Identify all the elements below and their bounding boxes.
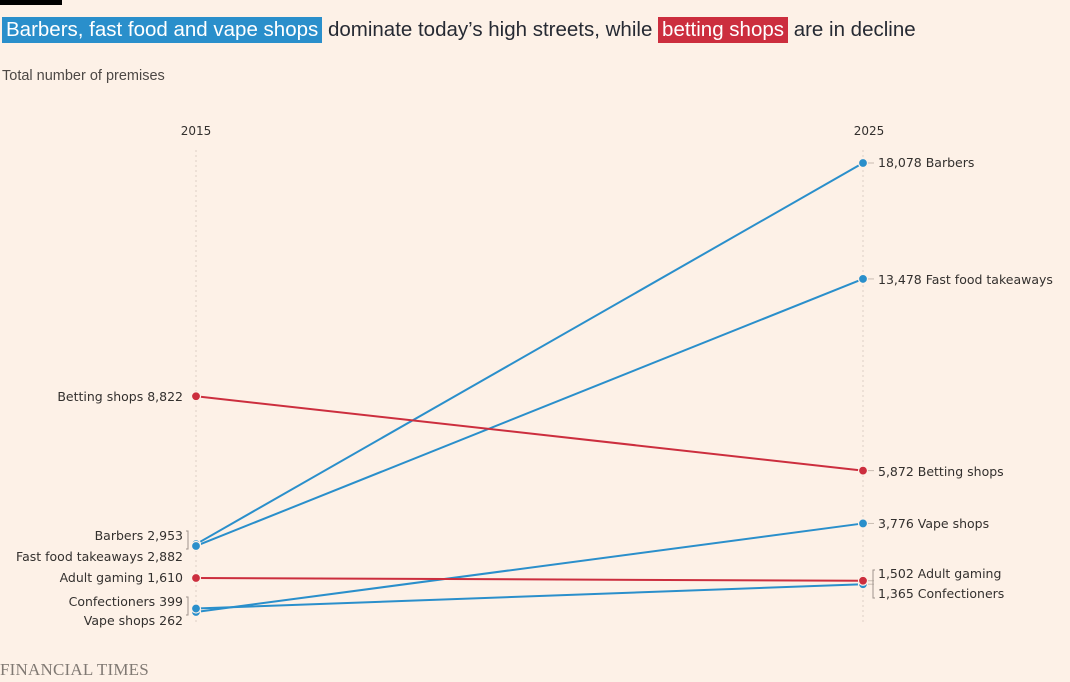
title-end-text: are in decline bbox=[788, 18, 916, 41]
point-2025-fast-food-takeaways bbox=[857, 273, 869, 285]
label-2025-betting-shops: 5,872 Betting shops bbox=[878, 464, 1004, 479]
label-2015-betting-shops: Betting shops 8,822 bbox=[57, 389, 183, 404]
point-2015-fast-food-takeaways bbox=[190, 540, 202, 552]
label-2015-confectioners: Confectioners 399 bbox=[69, 594, 183, 609]
bracket-2015-barbers-fastfood bbox=[186, 530, 189, 550]
series-line-vape-shops bbox=[195, 522, 864, 613]
x-label-2025: 2025 bbox=[854, 124, 885, 138]
chart-subtitle: Total number of premises bbox=[2, 68, 165, 84]
point-2015-confectioners bbox=[190, 603, 202, 614]
point-2025-vape-shops bbox=[857, 518, 869, 529]
label-2025-barbers: 18,078 Barbers bbox=[878, 155, 974, 170]
chart-title: Barbers, fast food and vape shops domina… bbox=[2, 16, 916, 44]
bracket-2015-confectioners-vape bbox=[186, 596, 189, 616]
point-2025-betting-shops bbox=[857, 465, 869, 476]
label-2025-vape-shops: 3,776 Vape shops bbox=[878, 516, 989, 531]
bracket-2025-gaming-confectioners bbox=[872, 569, 875, 599]
x-label-2015: 2015 bbox=[181, 124, 212, 138]
source-credit: FINANCIAL TIMES bbox=[0, 660, 149, 679]
point-2025-adult-gaming bbox=[857, 575, 869, 586]
label-2015-fast-food-takeaways: Fast food takeaways 2,882 bbox=[16, 549, 183, 564]
point-2015-betting-shops bbox=[190, 391, 202, 402]
series-line-adult-gaming bbox=[195, 577, 864, 582]
series-line-betting-shops bbox=[195, 395, 864, 472]
title-middle-text: dominate today’s high streets, while bbox=[322, 18, 659, 41]
label-2015-barbers: Barbers 2,953 bbox=[95, 528, 183, 543]
series-line-confectioners bbox=[195, 583, 864, 610]
series-line-barbers bbox=[195, 162, 864, 546]
label-2025-confectioners: 1,365 Confectioners bbox=[878, 586, 1004, 601]
ft-top-bar bbox=[0, 0, 62, 5]
label-2025-adult-gaming: 1,502 Adult gaming bbox=[878, 566, 1001, 581]
point-2015-adult-gaming bbox=[190, 572, 202, 584]
series-line-fast-food-takeaways bbox=[195, 278, 864, 547]
title-highlight-declining: betting shops bbox=[658, 17, 788, 43]
label-2025-fast-food-takeaways: 13,478 Fast food takeaways bbox=[878, 272, 1053, 287]
label-2015-vape-shops: Vape shops 262 bbox=[84, 613, 183, 628]
point-2025-barbers bbox=[857, 157, 869, 169]
title-highlight-growing: Barbers, fast food and vape shops bbox=[2, 17, 323, 43]
label-2015-adult-gaming: Adult gaming 1,610 bbox=[60, 570, 183, 585]
